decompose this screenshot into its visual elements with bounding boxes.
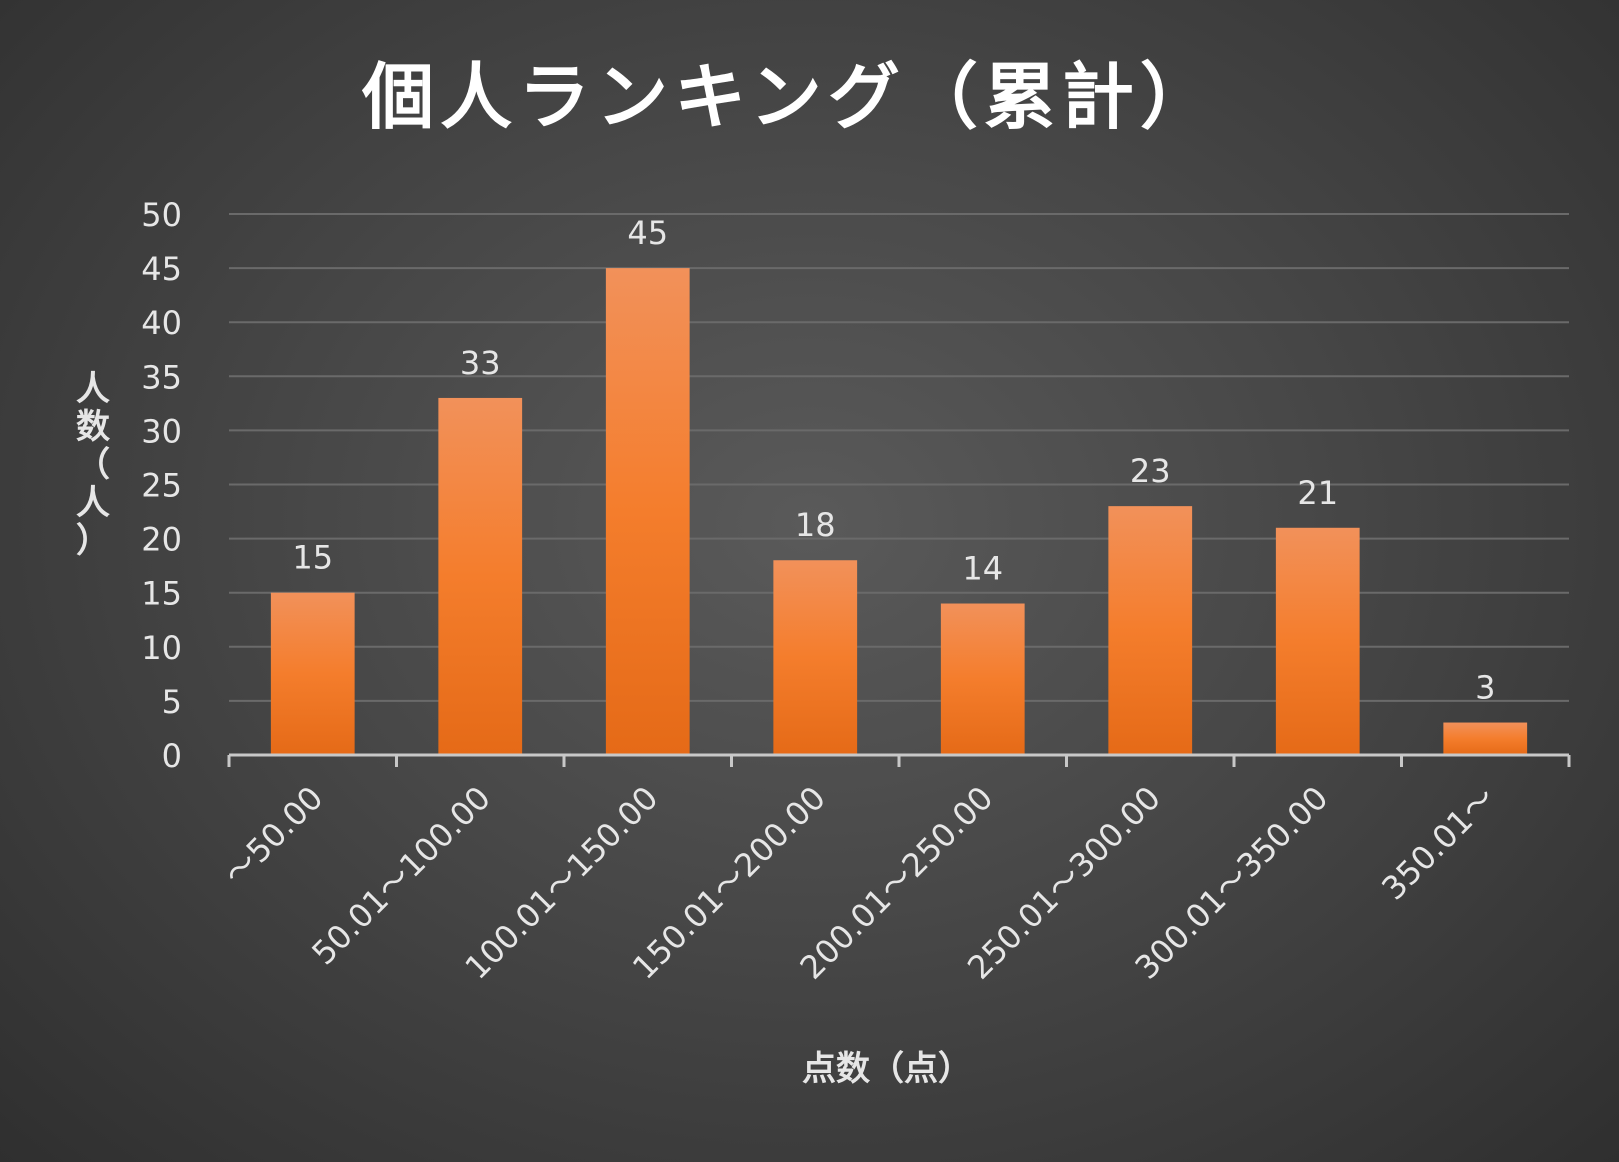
y-tick-label: 50 bbox=[141, 196, 182, 234]
y-tick-label: 10 bbox=[141, 629, 182, 667]
data-labels: 15 33 45 18 14 23 21 3 bbox=[292, 214, 1495, 706]
data-label: 23 bbox=[1130, 452, 1171, 490]
x-tick-label: ～50.00 bbox=[216, 779, 330, 893]
bar bbox=[605, 268, 690, 755]
bar bbox=[270, 592, 355, 755]
bars bbox=[270, 268, 1528, 755]
bar bbox=[940, 603, 1025, 755]
bar bbox=[438, 397, 523, 755]
y-tick-label: 20 bbox=[141, 521, 182, 559]
data-label: 45 bbox=[627, 214, 668, 252]
y-tick-label: 15 bbox=[141, 575, 182, 613]
chart-title: 個人ランキング（累計） bbox=[361, 55, 1218, 139]
y-tick-label: 40 bbox=[141, 304, 182, 342]
y-tick-label: 45 bbox=[141, 250, 182, 288]
data-label: 33 bbox=[460, 344, 501, 382]
x-tick-label: 350.01～ bbox=[1374, 779, 1503, 908]
data-label: 18 bbox=[795, 506, 836, 544]
y-tick-label: 35 bbox=[141, 358, 182, 396]
y-ticks: 0 5 10 15 20 25 30 35 40 45 50 bbox=[141, 196, 182, 775]
x-ticks: ～50.0050.01～100.00100.01～150.00150.01～20… bbox=[216, 779, 1503, 987]
data-label: 14 bbox=[962, 550, 1003, 588]
data-label: 3 bbox=[1475, 669, 1495, 707]
y-tick-label: 30 bbox=[141, 412, 182, 450]
y-tick-label: 5 bbox=[162, 683, 182, 721]
x-tick-label: 50.01～100.00 bbox=[304, 779, 497, 972]
x-axis-label: 点数（点） bbox=[802, 1049, 972, 1089]
bar bbox=[1443, 722, 1528, 755]
data-label: 21 bbox=[1297, 474, 1338, 512]
bar bbox=[1275, 527, 1360, 755]
bar bbox=[1108, 506, 1193, 755]
y-axis-label: 人数（人） bbox=[76, 369, 110, 561]
y-tick-label: 25 bbox=[141, 467, 182, 505]
y-tick-label: 0 bbox=[162, 737, 182, 775]
gridlines bbox=[229, 213, 1569, 702]
x-axis bbox=[227, 753, 1571, 767]
data-label: 15 bbox=[292, 539, 333, 577]
bar bbox=[773, 560, 858, 755]
